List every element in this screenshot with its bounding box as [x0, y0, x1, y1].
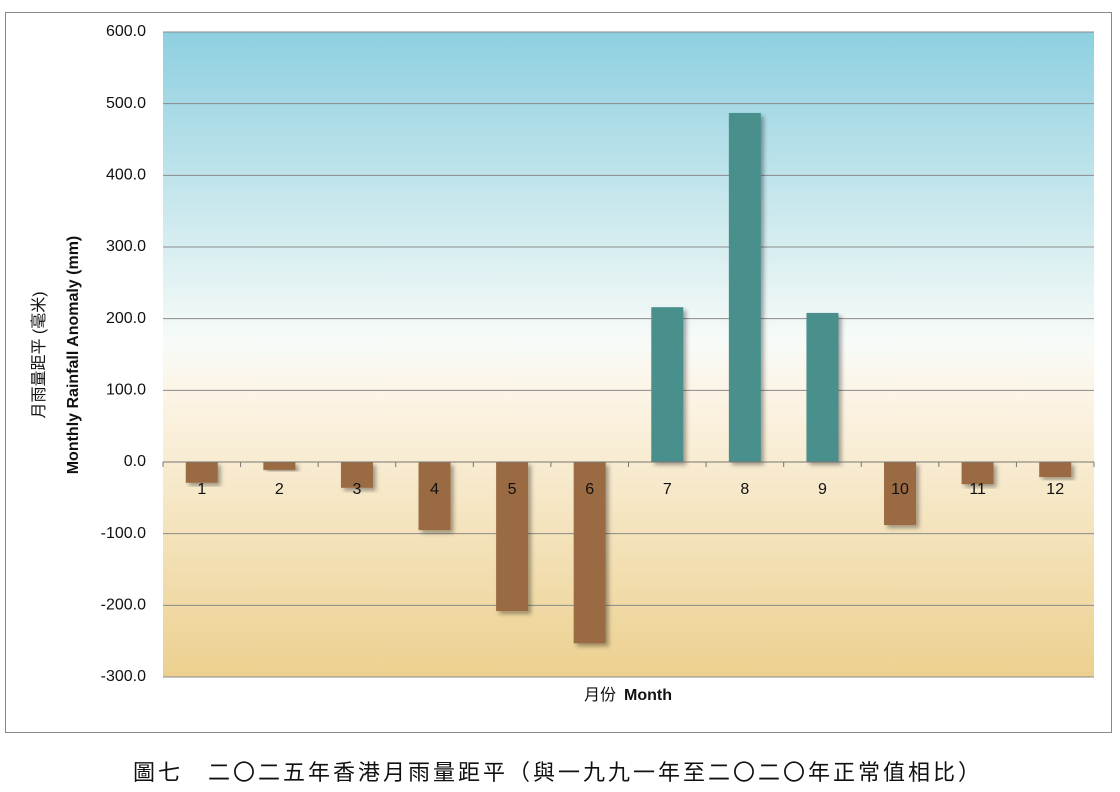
bar	[418, 462, 451, 531]
plot-area	[163, 32, 1094, 677]
x-label-zh: 月份	[584, 686, 616, 704]
bar	[1039, 462, 1072, 478]
y-tick-label: 100.0	[106, 382, 146, 399]
y-tick-label: -200.0	[101, 597, 146, 614]
bar	[884, 462, 917, 526]
y-tick-label: -100.0	[101, 525, 146, 542]
caption: 圖七 二〇二五年香港月雨量距平（與一九九一年至二〇二〇年正常值相比）	[133, 761, 983, 786]
x-tick-label: 2	[275, 481, 284, 498]
x-tick-label: 10	[891, 481, 909, 498]
bar	[496, 462, 529, 612]
x-tick-label: 5	[508, 481, 517, 498]
x-axis-label: 月份 Month	[584, 686, 672, 704]
x-tick-label: 12	[1046, 481, 1064, 498]
y-tick-label: 300.0	[106, 238, 146, 255]
x-tick-label: 4	[430, 481, 439, 498]
x-tick-label: 3	[353, 481, 362, 498]
x-tick-label: 9	[818, 481, 827, 498]
bar	[728, 112, 761, 462]
y-tick-label: 400.0	[106, 167, 146, 184]
y-label-zh: 月雨量距平 (毫米)	[29, 291, 48, 418]
bar	[263, 462, 296, 470]
bar	[651, 307, 684, 462]
y-tick-label: 200.0	[106, 310, 146, 327]
bar	[185, 462, 218, 483]
y-tick-label: -300.0	[101, 668, 146, 685]
x-tick-label: 11	[969, 481, 986, 498]
x-tick-label: 1	[197, 481, 206, 498]
y-tick-label: 600.0	[106, 23, 146, 40]
bar	[573, 462, 606, 644]
x-tick-label: 7	[663, 481, 672, 498]
y-tick-label: 500.0	[106, 95, 146, 112]
bar	[806, 312, 839, 462]
y-tick-label: 0.0	[124, 453, 146, 470]
x-tick-label: 8	[740, 481, 749, 498]
y-label-en: Monthly Rainfall Anomaly (mm)	[65, 236, 82, 475]
x-tick-label: 6	[585, 481, 594, 498]
bar	[340, 462, 373, 488]
bar	[961, 462, 994, 485]
x-label-en: Month	[624, 687, 672, 704]
